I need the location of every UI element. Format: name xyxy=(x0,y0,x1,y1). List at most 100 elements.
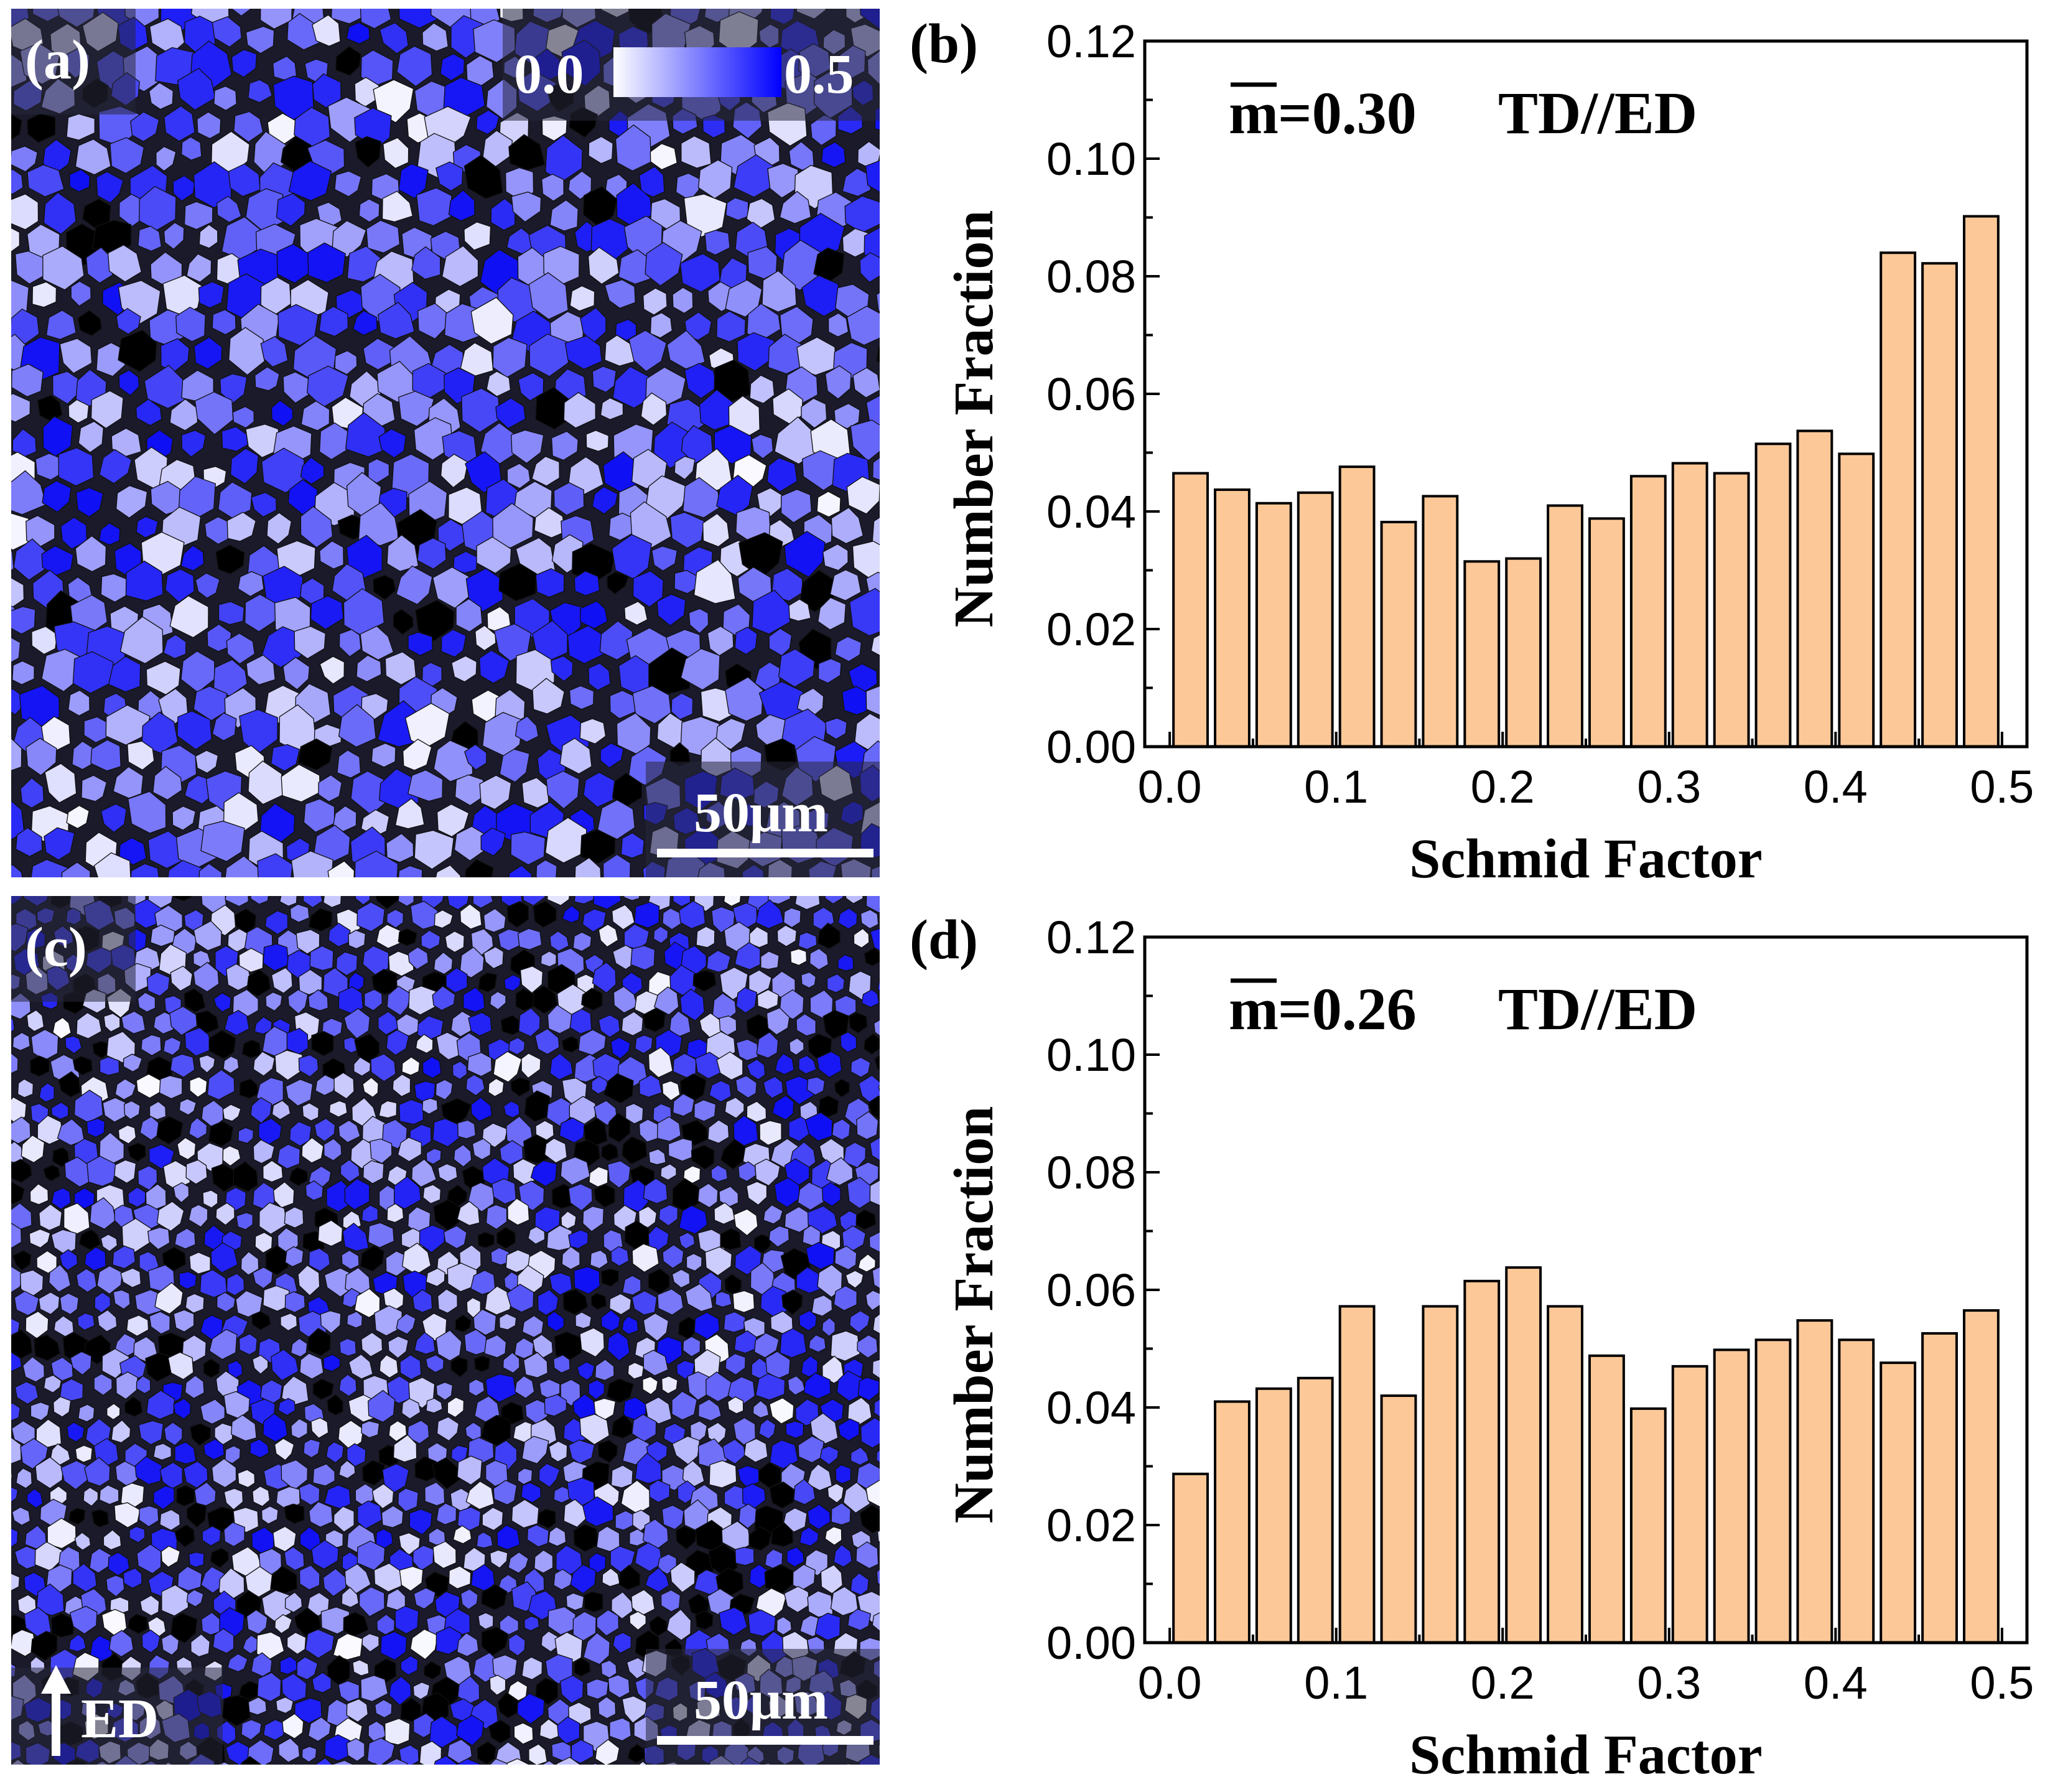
grain xyxy=(592,366,617,393)
panel-label: (d) xyxy=(910,909,978,971)
grain xyxy=(310,1417,329,1439)
grain xyxy=(521,1435,549,1465)
grain xyxy=(465,1074,485,1096)
mean-value: =0.26 xyxy=(1278,976,1417,1042)
grain xyxy=(574,1657,591,1677)
grain xyxy=(294,1607,322,1638)
grain xyxy=(147,1226,170,1250)
grain xyxy=(456,1632,479,1657)
grain xyxy=(502,1351,520,1374)
x-tick-label: 0.1 xyxy=(1304,761,1368,813)
grain xyxy=(630,945,656,971)
grain xyxy=(771,567,804,602)
grain xyxy=(510,831,546,866)
grain xyxy=(809,948,829,971)
grain xyxy=(123,1567,142,1589)
grain xyxy=(156,1116,184,1145)
grain xyxy=(681,425,714,464)
grain xyxy=(780,488,813,523)
grain xyxy=(346,1738,365,1762)
grain xyxy=(200,820,245,862)
grain xyxy=(285,1078,314,1107)
grain xyxy=(68,689,90,717)
grain xyxy=(261,1505,279,1524)
grain xyxy=(688,608,709,634)
grain xyxy=(337,749,361,778)
grain xyxy=(66,1422,85,1442)
grain xyxy=(152,765,183,801)
grain xyxy=(849,1310,870,1333)
grain xyxy=(483,908,506,933)
grain xyxy=(875,292,880,312)
grain xyxy=(378,428,407,459)
scale-bar-label: 50μm xyxy=(694,782,828,844)
grain xyxy=(346,534,383,579)
grain xyxy=(535,568,565,598)
grain xyxy=(584,1591,603,1613)
grain xyxy=(497,1692,519,1719)
grain xyxy=(580,829,616,864)
grain xyxy=(239,1078,259,1099)
colorbar xyxy=(613,47,781,97)
grain xyxy=(842,1225,867,1251)
grain xyxy=(361,1205,379,1223)
grain xyxy=(348,1353,373,1379)
grain xyxy=(180,544,205,572)
grain xyxy=(52,1017,72,1040)
grain xyxy=(784,531,826,578)
grain xyxy=(169,595,209,638)
grain xyxy=(653,926,669,944)
grain xyxy=(35,1583,65,1617)
grain xyxy=(780,1328,807,1358)
grain xyxy=(207,623,232,652)
grain xyxy=(339,1338,357,1356)
grain xyxy=(161,1545,181,1568)
grain xyxy=(874,1055,880,1071)
grain xyxy=(215,1202,235,1226)
grain xyxy=(39,1203,63,1231)
grain xyxy=(94,1292,111,1314)
grain xyxy=(318,774,343,803)
grain xyxy=(479,775,512,810)
grain xyxy=(386,534,419,572)
grain xyxy=(704,1246,732,1276)
grain xyxy=(232,406,254,429)
grain xyxy=(193,686,228,721)
grain xyxy=(779,190,812,224)
grain xyxy=(834,1078,850,1098)
grain xyxy=(98,522,121,546)
grain xyxy=(307,242,346,283)
grain xyxy=(83,1486,99,1507)
grain xyxy=(213,85,237,111)
grain xyxy=(669,1561,696,1594)
x-tick-label: 0.3 xyxy=(1637,761,1701,813)
grain xyxy=(635,1452,662,1484)
grain xyxy=(177,1566,203,1592)
grain xyxy=(291,1418,308,1439)
grain xyxy=(425,1354,444,1373)
grain xyxy=(477,1612,494,1630)
grain xyxy=(680,648,720,691)
grain xyxy=(590,1762,599,1765)
grain xyxy=(422,22,449,52)
grain xyxy=(807,1463,833,1491)
grain xyxy=(78,421,104,454)
x-axis-title: Schmid Factor xyxy=(1409,1724,1762,1786)
grain xyxy=(808,1334,827,1353)
grain xyxy=(309,1501,333,1528)
grain xyxy=(546,1225,573,1251)
grain xyxy=(460,1588,478,1610)
grain xyxy=(378,301,415,340)
grain xyxy=(837,907,858,930)
grain xyxy=(419,1225,445,1253)
grain xyxy=(44,763,77,804)
grain xyxy=(452,1525,472,1544)
grain xyxy=(78,1404,95,1422)
grain xyxy=(547,1606,576,1636)
grain xyxy=(544,1137,567,1164)
grain xyxy=(189,1076,208,1098)
grain xyxy=(184,1027,214,1057)
grain xyxy=(523,1351,548,1378)
grain xyxy=(549,930,569,952)
grain xyxy=(364,989,383,1011)
